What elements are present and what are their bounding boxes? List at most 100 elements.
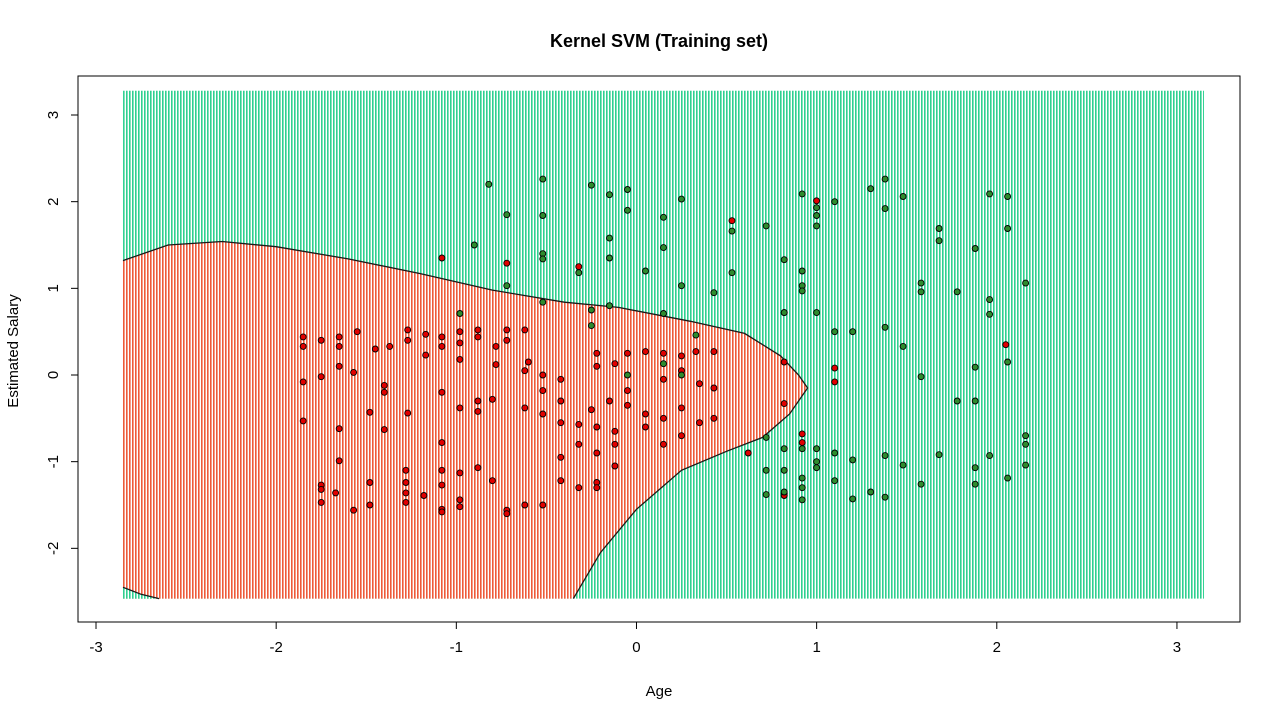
- data-point-class-0: [503, 336, 511, 344]
- data-point-class-1: [813, 204, 821, 212]
- data-point-class-1: [813, 458, 821, 466]
- data-point-class-0: [335, 362, 343, 370]
- data-point-class-0: [438, 342, 446, 350]
- decision-boundary: [122, 240, 809, 600]
- boundary-line-corner: [122, 586, 160, 600]
- data-point-class-1: [813, 309, 821, 317]
- data-point-class-0: [299, 417, 307, 425]
- data-points: [299, 175, 1030, 518]
- data-point-class-1: [917, 279, 925, 287]
- data-point-class-0: [380, 381, 388, 389]
- data-point-class-1: [780, 445, 788, 453]
- decision-region-background: [123, 90, 1204, 599]
- data-point-class-0: [521, 404, 529, 412]
- data-point-class-1: [849, 328, 857, 336]
- data-point-class-0: [710, 348, 718, 356]
- data-point-class-0: [692, 348, 700, 356]
- data-point-class-1: [971, 464, 979, 472]
- data-point-class-0: [404, 326, 412, 334]
- data-point-class-0: [710, 414, 718, 422]
- data-point-class-1: [813, 445, 821, 453]
- x-tick-label: 3: [1173, 639, 1181, 656]
- data-point-class-1: [953, 397, 961, 405]
- data-point-class-0: [404, 409, 412, 417]
- data-point-class-1: [624, 371, 631, 379]
- data-point-class-1: [503, 282, 511, 290]
- data-point-class-0: [642, 423, 649, 431]
- data-point-class-0: [503, 510, 511, 518]
- data-point-class-1: [642, 267, 649, 275]
- data-point-class-1: [831, 449, 839, 457]
- data-point-class-0: [539, 410, 547, 418]
- data-point-class-1: [953, 288, 961, 296]
- data-point-class-0: [575, 263, 583, 271]
- y-tick-label: 1: [45, 284, 62, 292]
- data-point-class-1: [660, 244, 667, 252]
- data-point-class-0: [488, 477, 496, 485]
- data-point-class-0: [780, 358, 788, 366]
- data-point-class-1: [624, 206, 631, 214]
- data-point-class-0: [456, 496, 464, 504]
- data-point-class-1: [1004, 474, 1012, 482]
- data-point-class-1: [780, 466, 788, 474]
- data-point-class-1: [606, 191, 613, 199]
- data-point-class-0: [557, 453, 565, 461]
- data-point-class-1: [798, 496, 806, 504]
- data-point-class-0: [456, 404, 464, 412]
- data-point-class-0: [642, 410, 649, 418]
- data-point-class-0: [438, 481, 446, 489]
- data-point-class-0: [438, 388, 446, 396]
- data-point-class-0: [521, 326, 529, 334]
- y-tick-label: 0: [45, 371, 62, 379]
- data-point-class-1: [831, 198, 839, 206]
- data-point-class-0: [696, 419, 703, 427]
- data-point-class-0: [299, 378, 307, 386]
- data-point-class-1: [813, 464, 821, 472]
- data-point-class-0: [593, 362, 601, 370]
- data-point-class-0: [539, 501, 547, 509]
- data-point-class-1: [660, 213, 667, 221]
- data-point-class-0: [624, 401, 631, 409]
- data-point-class-0: [539, 371, 547, 379]
- data-point-class-0: [492, 361, 500, 369]
- data-point-class-0: [624, 387, 631, 395]
- data-point-class-1: [1004, 193, 1012, 200]
- data-point-class-1: [881, 323, 889, 331]
- data-point-class-1: [881, 175, 889, 183]
- data-point-class-1: [780, 309, 788, 317]
- data-point-class-0: [386, 342, 394, 350]
- data-point-class-1: [986, 296, 994, 304]
- data-point-class-1: [849, 495, 857, 503]
- data-point-class-0: [524, 358, 532, 366]
- data-point-class-0: [402, 498, 410, 506]
- data-point-class-0: [335, 457, 343, 465]
- data-point-class-0: [1002, 341, 1010, 349]
- data-point-class-0: [474, 397, 482, 405]
- data-point-class-1: [899, 342, 907, 350]
- y-axis-label: Estimated Salary: [5, 294, 22, 408]
- data-point-class-0: [798, 439, 806, 447]
- data-point-class-1: [456, 310, 464, 317]
- data-point-class-1: [917, 480, 925, 488]
- data-point-class-0: [557, 375, 565, 383]
- data-point-class-1: [798, 445, 806, 453]
- x-tick-label: -3: [89, 639, 102, 656]
- data-point-class-1: [986, 452, 994, 460]
- data-point-class-1: [917, 373, 925, 381]
- data-point-class-0: [456, 328, 464, 336]
- data-point-class-0: [317, 485, 325, 493]
- data-point-class-1: [971, 363, 979, 371]
- data-point-class-0: [744, 449, 752, 457]
- data-point-class-0: [438, 508, 446, 516]
- axes: -3 -2 -1 0 1 2 3 -2 -1 0 1 2 3: [45, 111, 1181, 656]
- data-point-class-0: [335, 333, 343, 341]
- data-point-class-1: [606, 302, 613, 310]
- data-point-class-0: [660, 414, 667, 422]
- data-point-class-0: [696, 380, 703, 388]
- data-point-class-1: [678, 195, 685, 203]
- data-point-class-0: [503, 259, 511, 267]
- data-point-class-1: [899, 193, 907, 200]
- data-point-class-0: [474, 407, 482, 415]
- data-point-class-0: [299, 342, 307, 350]
- y-tick-label: 2: [45, 197, 62, 205]
